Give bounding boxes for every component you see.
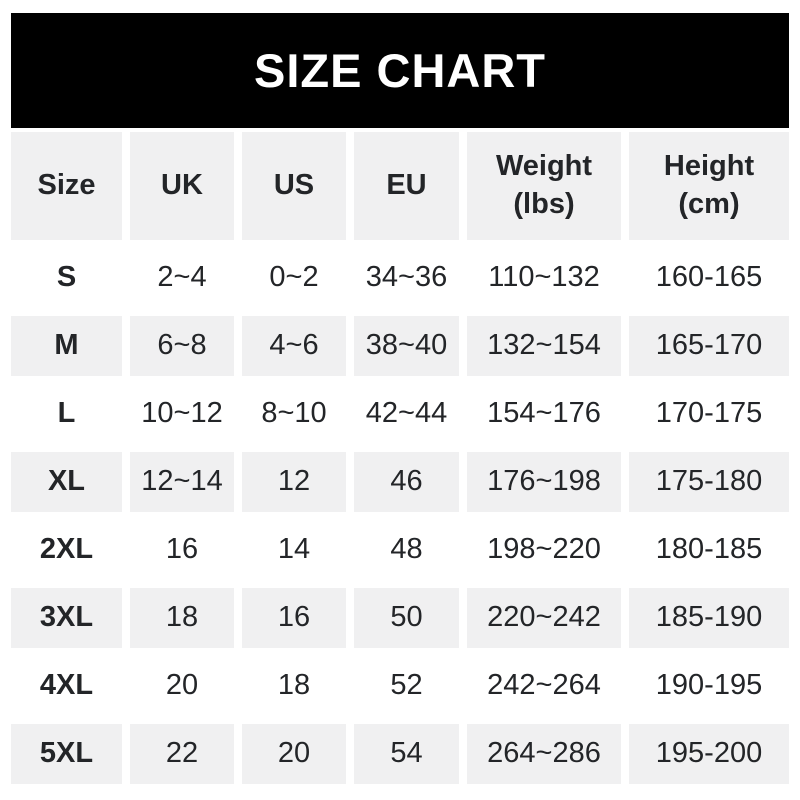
table-cell: 198~220: [467, 520, 621, 580]
table-cell: 16: [242, 588, 346, 648]
table-cell: 165-170: [629, 316, 789, 376]
row-label-cell: 2XL: [11, 520, 122, 580]
table-cell: 170-175: [629, 384, 789, 444]
table-cell: 8~10: [242, 384, 346, 444]
column-header-height: Height (cm): [629, 132, 789, 240]
column-header-eu: EU: [354, 132, 459, 240]
row-label-cell: 5XL: [11, 724, 122, 784]
table-cell: 154~176: [467, 384, 621, 444]
table-cell: 18: [242, 656, 346, 716]
table-cell: 50: [354, 588, 459, 648]
size-chart-banner: SIZE CHART: [11, 13, 789, 128]
table-cell: 46: [354, 452, 459, 512]
table-cell: 20: [130, 656, 234, 716]
table-cell: 52: [354, 656, 459, 716]
row-label-cell: 3XL: [11, 588, 122, 648]
table-cell: 176~198: [467, 452, 621, 512]
table-cell: 16: [130, 520, 234, 580]
table-cell: 38~40: [354, 316, 459, 376]
row-label-cell: 4XL: [11, 656, 122, 716]
table-cell: 132~154: [467, 316, 621, 376]
table-cell: 160-165: [629, 248, 789, 308]
column-header-weight: Weight (lbs): [467, 132, 621, 240]
table-cell: 48: [354, 520, 459, 580]
row-label-cell: XL: [11, 452, 122, 512]
table-cell: 12: [242, 452, 346, 512]
table-cell: 12~14: [130, 452, 234, 512]
size-table: Size UK US EU Weight (lbs) Height (cm) S…: [11, 132, 789, 784]
column-header-size: Size: [11, 132, 122, 240]
table-cell: 264~286: [467, 724, 621, 784]
table-cell: 4~6: [242, 316, 346, 376]
page-title: SIZE CHART: [254, 44, 546, 97]
table-cell: 180-185: [629, 520, 789, 580]
table-cell: 175-180: [629, 452, 789, 512]
table-cell: 6~8: [130, 316, 234, 376]
column-header-us: US: [242, 132, 346, 240]
table-cell: 20: [242, 724, 346, 784]
table-cell: 2~4: [130, 248, 234, 308]
table-cell: 0~2: [242, 248, 346, 308]
table-cell: 22: [130, 724, 234, 784]
column-header-uk: UK: [130, 132, 234, 240]
table-cell: 185-190: [629, 588, 789, 648]
table-cell: 18: [130, 588, 234, 648]
table-cell: 34~36: [354, 248, 459, 308]
table-cell: 190-195: [629, 656, 789, 716]
table-cell: 110~132: [467, 248, 621, 308]
table-cell: 242~264: [467, 656, 621, 716]
table-cell: 220~242: [467, 588, 621, 648]
table-cell: 10~12: [130, 384, 234, 444]
table-cell: 42~44: [354, 384, 459, 444]
table-cell: 195-200: [629, 724, 789, 784]
row-label-cell: L: [11, 384, 122, 444]
row-label-cell: S: [11, 248, 122, 308]
row-label-cell: M: [11, 316, 122, 376]
table-cell: 54: [354, 724, 459, 784]
table-cell: 14: [242, 520, 346, 580]
